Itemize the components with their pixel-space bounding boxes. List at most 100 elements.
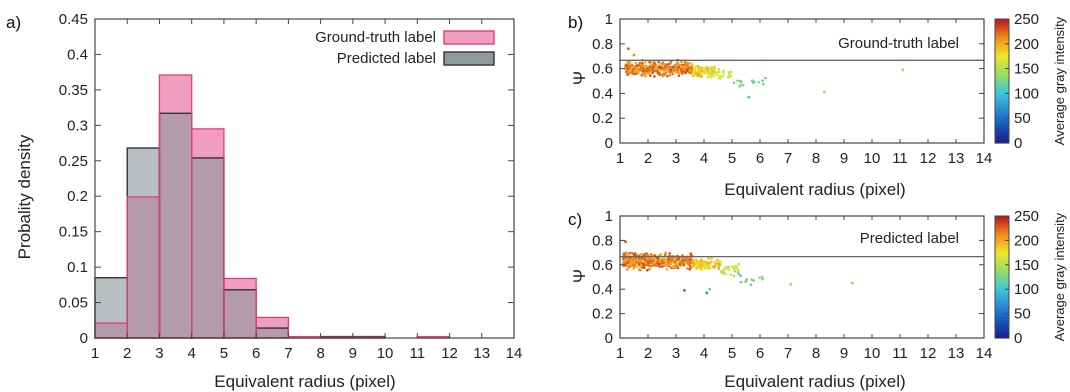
y-tick-label: 0.4 [592,85,613,102]
scatter-point [681,72,684,76]
scatter-point [685,62,688,66]
scatter-point [735,266,739,270]
bar-ground-truth [417,336,450,338]
x-tick-label: 5 [728,345,736,362]
scatter-point [640,72,644,76]
scatter-point [710,73,713,76]
scatter-point [689,65,692,68]
colorbar-tick-label: 50 [1014,110,1031,127]
scatter-point [664,66,668,69]
colorbar-segment [995,58,1009,61]
colorbar-segment [995,270,1009,274]
x-tick-label: 6 [756,150,764,167]
scatter-point [692,72,695,75]
scatter-point [639,261,643,264]
colorbar-segment [995,228,1009,231]
scatter-point [685,260,689,264]
scatter-point [626,60,630,64]
scatter-point [658,66,662,69]
y-tick-label: 0.4 [592,281,613,298]
scatter-point [651,264,654,267]
colorbar-segment [995,244,1009,248]
scatter-point [658,259,662,262]
scatter-point [679,67,683,70]
colorbar-segment [995,52,1009,55]
colorbar-segment [995,66,1009,70]
colorbar-segment [995,89,1009,92]
scatter-point [637,70,640,73]
colorbar-segment [995,248,1009,252]
x-tick-label: 14 [506,345,523,362]
x-tick-label: 6 [756,345,764,362]
scatter-point [728,71,732,74]
colorbar-b: 0 50 100 150 200 250 [994,11,1039,152]
scatter-point [633,252,637,255]
scatter-b-x-axis-label: Equivalent radius (pixel) [724,180,905,199]
scatter-point [708,287,711,291]
y-tick-label: 0.3 [67,117,88,134]
colorbar-segment [995,303,1009,307]
colorbar-segment [995,256,1009,260]
colorbar-segment [995,91,1009,94]
scatter-point [688,258,692,262]
scatter-point [700,262,703,266]
scatter-point [667,263,670,266]
scatter-point [632,53,636,57]
x-tick-label: 9 [840,150,848,167]
hist-bars [94,74,451,339]
scatter-point [721,74,725,78]
scatter-point [629,69,632,73]
y-tick-label: 0.8 [592,232,613,249]
scatter-b-plot-frame [619,18,985,144]
scatter-point [682,69,685,73]
y-tick-label: 0 [605,135,613,152]
colorbar-tick-label: 150 [1014,61,1039,78]
colorbar-segment [995,309,1009,313]
scatter-point [638,268,641,271]
colorbar-segment [995,301,1009,305]
colorbar-c-label: Average gray intensity [1052,212,1067,341]
panel-label-b: b) [568,13,583,32]
x-tick-label: 11 [892,150,908,167]
scatter-point [697,264,701,267]
scatter-point [705,69,709,73]
scatter-point [733,270,736,273]
scatter-point [670,261,673,264]
scatter-point [638,61,642,65]
scatter-point [630,257,634,260]
scatter-point [701,264,705,268]
colorbar-segment [995,114,1009,117]
scatter-point [699,72,703,75]
scatter-point [709,76,713,79]
scatter-point [677,74,681,77]
y-tick-label: 0.45 [59,11,88,28]
scatter-point [635,265,639,269]
scatter-point [679,64,683,68]
colorbar-segment [995,112,1009,115]
scatter-point [663,263,666,267]
x-tick-label: 7 [284,345,292,362]
scatter-point [694,65,698,69]
x-tick-label: 10 [864,345,881,362]
scatter-point [632,70,636,74]
colorbar-segment [995,258,1009,262]
x-tick-label: 2 [123,345,131,362]
histogram-panel: a) Probality density Equivalent radius (… [6,11,522,391]
panel-label-c: c) [568,210,582,229]
colorbar-segment [995,305,1009,309]
scatter-point [696,74,700,77]
scatter-point [706,75,710,78]
colorbar-segment [995,43,1009,47]
colorbar-segment [995,313,1009,317]
colorbar-segment [995,19,1009,22]
scatter-point [694,261,698,265]
scatter-point [739,79,742,83]
scatter-point [716,259,719,262]
scatter-point [679,264,683,267]
colorbar-segment [995,47,1009,51]
scatter-point [677,257,680,261]
scatter-point [640,68,644,71]
colorbar-tick-label: 100 [1014,281,1039,298]
colorbar-segment [995,25,1009,28]
